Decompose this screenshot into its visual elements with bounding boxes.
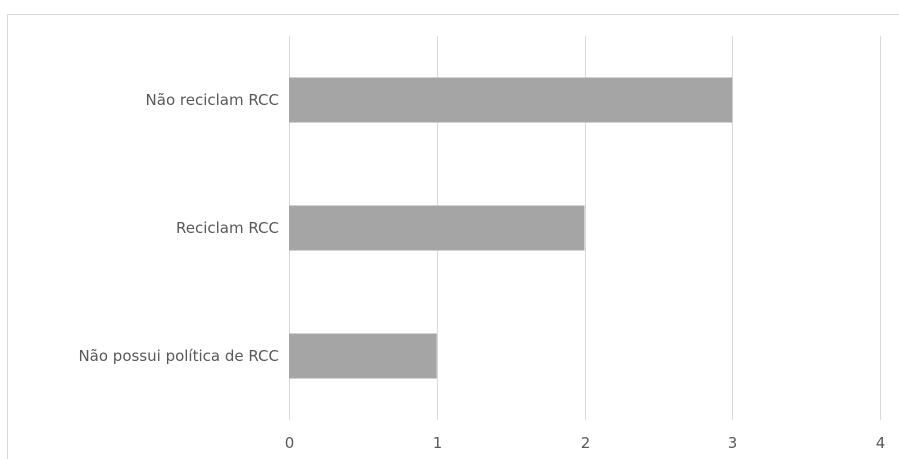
bars bbox=[289, 77, 733, 379]
x-tick-label-1: 1 bbox=[433, 434, 443, 452]
x-tick-label-3: 3 bbox=[728, 434, 738, 452]
x-tick-label-4: 4 bbox=[876, 434, 886, 452]
category-labels: Não possui política de RCC Reciclam RCC Nã… bbox=[78, 91, 279, 365]
bar-1 bbox=[289, 205, 585, 251]
category-label-0: Não possui política de RCC bbox=[78, 347, 279, 365]
x-tick-label-2: 2 bbox=[581, 434, 591, 452]
category-label-1: Reciclam RCC bbox=[176, 219, 279, 237]
bar-0 bbox=[289, 333, 437, 379]
x-tick-labels: 0 1 2 3 4 bbox=[285, 434, 886, 452]
category-label-2: Não reciclam RCC bbox=[146, 91, 279, 109]
x-tick-label-0: 0 bbox=[285, 434, 295, 452]
bar-2 bbox=[289, 77, 733, 123]
